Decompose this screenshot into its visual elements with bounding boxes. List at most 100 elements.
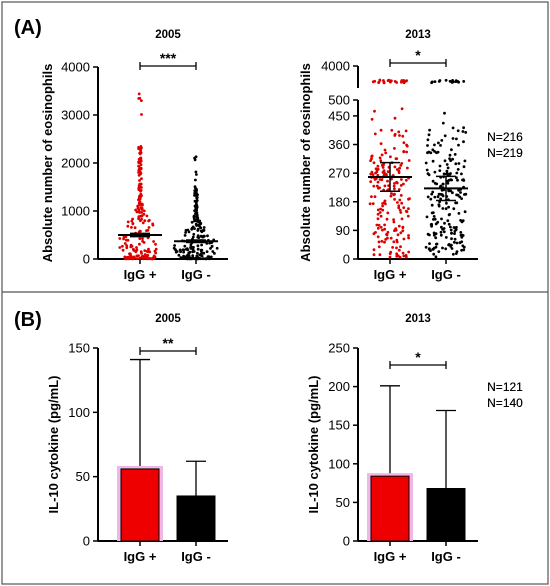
chart-0-point bbox=[139, 206, 143, 209]
chart-1-point bbox=[385, 217, 389, 221]
chart-1-point bbox=[402, 254, 406, 258]
chart-0-point bbox=[200, 254, 204, 258]
chart-1-point bbox=[443, 221, 446, 225]
chart-1-point bbox=[401, 226, 405, 230]
chart-0-point bbox=[130, 226, 133, 229]
chart-1-point bbox=[369, 159, 372, 163]
chart-0-point bbox=[133, 226, 137, 230]
chart-1-point bbox=[384, 202, 387, 206]
chart-0-point bbox=[140, 252, 143, 255]
chart-0-point bbox=[195, 213, 199, 217]
chart-0-point bbox=[215, 246, 219, 250]
chart-2-y-tick-label: 150 bbox=[68, 341, 90, 356]
chart-1-point bbox=[431, 190, 435, 194]
chart-0-point bbox=[184, 231, 188, 234]
chart-1-point bbox=[445, 169, 449, 173]
chart-0-point bbox=[137, 215, 141, 219]
chart-1-point bbox=[376, 226, 380, 230]
chart-0-point bbox=[118, 237, 122, 240]
chart-1-point bbox=[402, 81, 406, 85]
chart-1-point bbox=[386, 211, 390, 215]
chart-1-point bbox=[432, 218, 435, 221]
chart-0-point bbox=[137, 146, 141, 150]
chart-2-bar bbox=[120, 468, 160, 542]
chart-3-n-label: N=140 bbox=[487, 396, 523, 410]
chart-1-point bbox=[462, 165, 466, 169]
chart-1-point bbox=[430, 222, 433, 226]
chart-1-point bbox=[453, 153, 457, 156]
chart-0-point bbox=[184, 247, 188, 251]
chart-1-point bbox=[444, 207, 448, 211]
chart-1-point bbox=[450, 231, 453, 235]
chart-1-point bbox=[406, 214, 410, 218]
chart-0-point bbox=[135, 210, 139, 214]
chart-0-point bbox=[139, 151, 143, 155]
chart-1-point bbox=[378, 253, 382, 257]
chart-1-point bbox=[440, 225, 443, 229]
chart-0-point bbox=[145, 214, 149, 218]
chart-0-point bbox=[137, 169, 141, 172]
chart-2-x-tick-label: IgG - bbox=[181, 549, 211, 564]
chart-3-bar bbox=[370, 475, 410, 542]
chart-1-point bbox=[402, 150, 406, 154]
chart-0-point bbox=[194, 222, 198, 226]
chart-1-point bbox=[399, 245, 402, 249]
chart-0-point bbox=[210, 245, 214, 248]
chart-1-point bbox=[432, 233, 436, 237]
chart-1-point bbox=[451, 80, 455, 84]
chart-0-point bbox=[138, 194, 141, 198]
chart-1-point bbox=[442, 230, 446, 234]
chart-1-point bbox=[456, 129, 460, 133]
chart-0-point bbox=[137, 187, 141, 191]
chart-1-point bbox=[452, 207, 456, 211]
chart-1-point bbox=[447, 178, 451, 182]
chart-1-point bbox=[424, 161, 428, 165]
chart-1-point bbox=[379, 214, 383, 218]
chart-1-point bbox=[386, 170, 390, 174]
chart-0-point bbox=[141, 237, 144, 241]
chart-0-point bbox=[137, 173, 141, 177]
chart-1-point bbox=[404, 178, 408, 182]
chart-1-point bbox=[435, 242, 438, 246]
chart-1-point bbox=[406, 166, 409, 170]
chart-0-point bbox=[193, 227, 196, 231]
chart-1-y-tick-label: 4000 bbox=[321, 59, 350, 74]
chart-0-point bbox=[125, 244, 129, 248]
chart-1-point bbox=[393, 165, 397, 169]
chart-1-point bbox=[397, 188, 401, 191]
chart-1-point bbox=[380, 163, 384, 167]
chart-1-title: 2013 bbox=[405, 29, 431, 41]
chart-1-point bbox=[463, 210, 467, 214]
chart-1-point bbox=[399, 184, 403, 187]
chart-0-point bbox=[194, 170, 198, 174]
chart-1-point bbox=[368, 202, 372, 206]
chart-0-point bbox=[198, 222, 202, 226]
chart-0-point bbox=[130, 244, 134, 248]
chart-1-point bbox=[450, 148, 453, 152]
chart-1-point bbox=[394, 228, 398, 232]
chart-1-point bbox=[372, 161, 376, 165]
chart-0-point bbox=[137, 171, 141, 174]
chart-1-point bbox=[446, 181, 450, 185]
chart-1-point bbox=[433, 195, 437, 199]
chart-1-point bbox=[439, 197, 442, 201]
chart-1-point bbox=[455, 137, 458, 141]
chart-0-point bbox=[193, 194, 196, 197]
chart-1-point bbox=[387, 78, 391, 82]
chart-1-point bbox=[429, 151, 433, 155]
chart-1-point bbox=[398, 166, 401, 170]
chart-0-point bbox=[202, 226, 206, 229]
chart-1-point bbox=[428, 128, 431, 132]
chart-1-point bbox=[371, 173, 375, 177]
chart-0-point bbox=[202, 257, 206, 261]
chart-1-point bbox=[459, 233, 463, 237]
chart-1-point bbox=[446, 219, 450, 223]
chart-3-y-tick-label: 150 bbox=[328, 418, 350, 433]
chart-1-point bbox=[400, 178, 403, 181]
chart-1-point bbox=[373, 109, 376, 113]
chart-0-point bbox=[195, 173, 198, 176]
chart-0-point bbox=[137, 230, 141, 234]
chart-0-point bbox=[126, 220, 130, 224]
chart-0-point bbox=[194, 206, 198, 210]
chart-1-point bbox=[450, 237, 453, 241]
